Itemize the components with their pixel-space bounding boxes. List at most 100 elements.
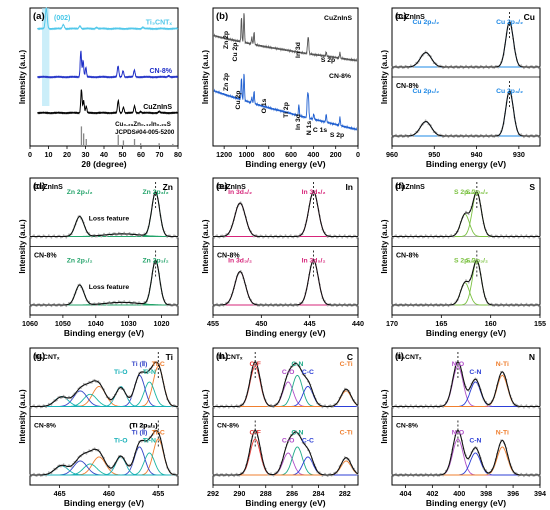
- raw-data-point: [82, 451, 85, 454]
- raw-data-point: [91, 304, 93, 307]
- raw-data-point: [216, 302, 218, 305]
- raw-data-point: [35, 406, 38, 409]
- raw-data-point: [218, 475, 221, 477]
- x-tick-label: 0: [28, 150, 32, 159]
- raw-data-point: [525, 472, 528, 475]
- fit-component: [392, 213, 540, 237]
- raw-data-point: [111, 303, 113, 305]
- raw-data-point: [326, 236, 329, 239]
- panel-label: (g): [33, 351, 45, 362]
- raw-data-point: [353, 303, 355, 305]
- raw-data-point: [409, 404, 412, 407]
- raw-data-point: [523, 67, 525, 70]
- raw-data-point: [213, 236, 216, 239]
- raw-data-point: [427, 406, 430, 409]
- raw-data-point: [502, 305, 505, 308]
- raw-data-point: [50, 305, 53, 308]
- raw-data-point: [230, 404, 233, 407]
- raw-data-point: [395, 302, 397, 305]
- raw-data-point: [424, 119, 427, 122]
- y-axis-label: Intensity (a.u.): [18, 389, 27, 444]
- raw-data-point: [485, 133, 488, 136]
- raw-data-point: [444, 302, 447, 305]
- component-label: Ti (Ⅱ): [132, 429, 148, 437]
- xrd-002-highlight: [42, 8, 50, 106]
- raw-data-point: [450, 133, 453, 136]
- raw-data-point: [415, 472, 418, 475]
- y-axis-label: Intensity (a.u.): [201, 389, 210, 444]
- raw-data-point: [412, 305, 415, 308]
- xrd-series-line: [36, 89, 179, 115]
- raw-data-point: [392, 136, 395, 139]
- component-label: Ti₃CNTₓ: [396, 354, 422, 361]
- raw-data-point: [523, 475, 525, 478]
- component-label: Ti-C: [152, 361, 165, 368]
- raw-data-point: [100, 304, 103, 306]
- raw-data-point: [528, 236, 531, 239]
- raw-data-point: [329, 302, 332, 305]
- raw-data-point: [412, 135, 415, 138]
- raw-data-point: [91, 236, 93, 238]
- raw-data-point: [409, 133, 412, 136]
- component-label: S 2p₃/₂: [466, 258, 488, 265]
- x-axis-label: Binding energy (eV): [245, 159, 325, 169]
- raw-data-point: [30, 406, 33, 409]
- raw-data-point: [473, 136, 475, 139]
- survey-series-line: [213, 73, 358, 132]
- raw-data-point: [424, 302, 427, 305]
- raw-data-point: [35, 475, 38, 477]
- raw-data-point: [123, 231, 126, 234]
- x-tick-label: 1020: [154, 319, 170, 328]
- x-tick-label: 50: [119, 150, 127, 159]
- raw-data-point: [412, 406, 415, 409]
- raw-data-point: [537, 305, 540, 308]
- raw-data-point: [321, 475, 324, 477]
- raw-data-point: [479, 64, 482, 67]
- raw-data-point: [482, 136, 485, 139]
- component-label: Ti-O: [114, 438, 127, 445]
- y-axis-label: Intensity (a.u.): [18, 219, 27, 274]
- fit-component: [30, 390, 178, 407]
- raw-data-point: [47, 302, 50, 305]
- raw-data-point: [120, 302, 123, 305]
- raw-data-point: [397, 67, 400, 69]
- raw-data-point: [528, 305, 531, 308]
- fit-envelope: [392, 90, 540, 137]
- raw-data-point: [138, 301, 140, 304]
- raw-data-point: [490, 133, 493, 136]
- raw-data-point: [138, 232, 140, 235]
- sample-label: CuZnInS: [34, 184, 63, 191]
- raw-data-point: [270, 234, 272, 237]
- panel-label: (h): [216, 351, 228, 362]
- raw-data-point: [392, 305, 395, 308]
- raw-data-point: [453, 136, 455, 139]
- raw-data-point: [407, 67, 409, 70]
- raw-data-point: [270, 302, 272, 305]
- raw-data-point: [60, 465, 62, 468]
- component-label: Zn 2p₃/₂: [143, 189, 169, 196]
- raw-data-point: [329, 472, 332, 475]
- element-label: In: [345, 182, 353, 192]
- component-label: Loss feature: [89, 215, 130, 222]
- component-label: N-O: [452, 430, 464, 437]
- raw-data-point: [395, 472, 397, 475]
- raw-data-point: [397, 236, 400, 239]
- raw-data-point: [407, 305, 409, 308]
- raw-data-point: [392, 67, 395, 70]
- component-label: C-C: [302, 369, 314, 376]
- raw-data-point: [465, 279, 467, 281]
- raw-data-point: [146, 440, 149, 443]
- raw-data-point: [490, 64, 493, 67]
- raw-data-point: [523, 406, 525, 409]
- raw-data-point: [267, 305, 270, 308]
- raw-data-point: [326, 304, 329, 307]
- raw-data-point: [442, 236, 444, 239]
- raw-data-point: [329, 404, 332, 407]
- raw-data-point: [128, 232, 131, 234]
- sample-label: CN-8%: [396, 253, 419, 260]
- raw-data-point: [65, 305, 68, 308]
- x-tick-label: 400: [453, 489, 465, 498]
- x-tick-label: 80: [174, 150, 182, 159]
- raw-data-point: [409, 64, 412, 67]
- raw-data-point: [520, 234, 523, 237]
